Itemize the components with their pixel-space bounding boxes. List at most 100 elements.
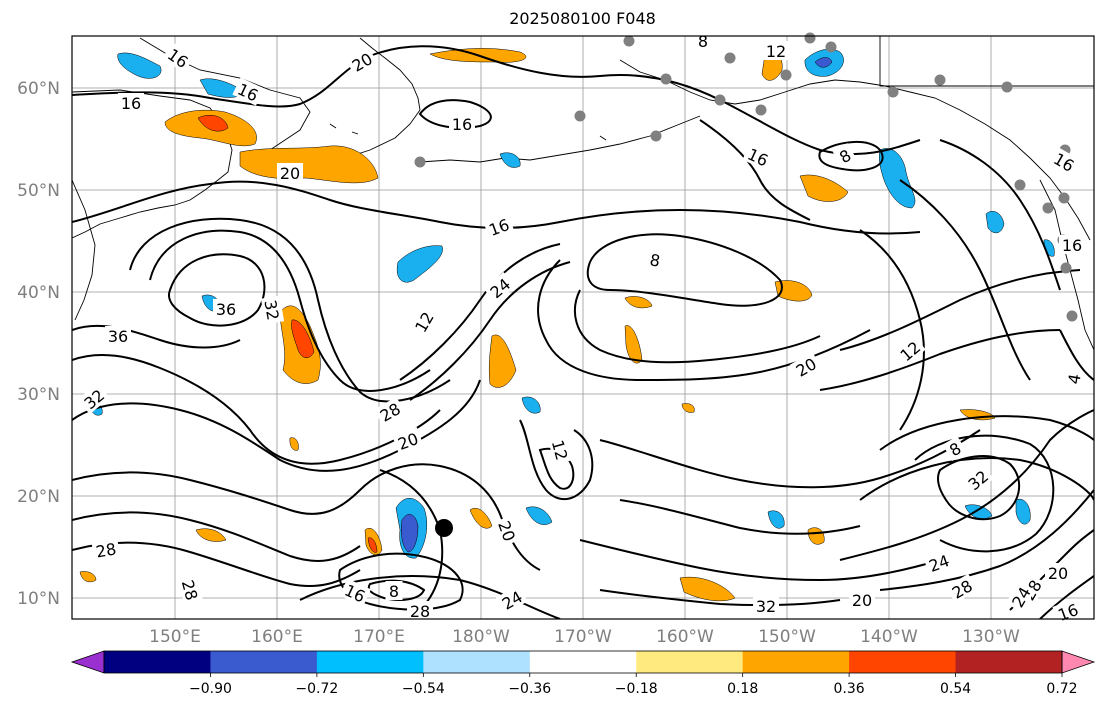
contour-label-group: 16	[339, 578, 372, 607]
contour-label-bg	[1005, 580, 1036, 613]
neg-blob	[396, 245, 443, 283]
contour-label: 16	[1062, 236, 1082, 255]
colorbar-tick-label: 0.36	[834, 681, 865, 697]
contour-line	[879, 415, 1094, 451]
station-dot	[887, 86, 899, 98]
latitude-label: 50°N	[17, 181, 60, 201]
station-dot	[1066, 310, 1078, 322]
pos-core	[291, 319, 315, 358]
colorbar-frame	[103, 650, 1063, 674]
graticule	[72, 36, 1094, 619]
contour-line	[1039, 575, 1094, 619]
contour-line	[72, 541, 361, 588]
colorbar-tick-label: 0.72	[1046, 681, 1077, 697]
neg-core	[814, 57, 833, 68]
contour-label-bg	[162, 42, 195, 73]
contour-line	[599, 429, 981, 489]
pos-blob	[195, 528, 227, 542]
contour-line	[899, 179, 1031, 381]
longitude-label: 160°E	[251, 627, 303, 647]
contour-label-bg	[339, 578, 372, 607]
contour-label: 20	[280, 164, 300, 183]
contour-label: 32	[756, 597, 776, 616]
contour-label-group: 20	[1045, 563, 1071, 583]
colorbar-extend-low	[70, 650, 105, 674]
colorbar-tick-label: −0.90	[189, 681, 232, 697]
colorbar-extend-high	[1061, 650, 1096, 674]
contour-line	[519, 419, 594, 500]
colorbar-swatch	[210, 651, 318, 673]
contour-label: 4	[1064, 372, 1084, 385]
contour-label: 28	[410, 602, 430, 621]
contour-label-bg	[260, 295, 285, 325]
contour-line	[619, 499, 861, 535]
contour-label-bg	[77, 382, 110, 415]
contour-label-bg	[849, 590, 875, 609]
station-dot	[755, 104, 767, 116]
latitude-label: 10°N	[17, 589, 60, 609]
contour-label-group: 8	[645, 248, 666, 271]
contour-label-bg	[763, 41, 789, 60]
contour-label-group: 24	[1005, 580, 1036, 613]
pos-blob	[289, 437, 299, 451]
station-dot	[724, 52, 736, 64]
colorbar-swatch	[636, 651, 744, 673]
colorbar-tick-label: −0.18	[615, 681, 658, 697]
contour-label-bg	[483, 271, 516, 304]
contour-label: 28	[178, 578, 202, 603]
contour-label-bg	[277, 163, 303, 182]
colorbar-tick-label: −0.54	[402, 681, 445, 697]
contour-label-group: 8	[832, 143, 857, 169]
contour-label-bg	[1062, 368, 1085, 389]
contour-label-group: 12	[548, 434, 574, 465]
contour-line	[914, 434, 1055, 553]
contour-line	[859, 229, 925, 431]
longitude-label: 170°E	[353, 627, 405, 647]
contour-line	[839, 409, 1094, 561]
contour-label-group: 20	[849, 590, 875, 610]
colorbar-swatch	[742, 651, 850, 673]
neg-core	[401, 514, 419, 553]
contour-label-bg	[373, 396, 406, 427]
chart-title: 2025080100 F048	[509, 9, 656, 28]
contour-label-bg	[893, 334, 926, 367]
contour-label-bg	[408, 305, 439, 338]
contour-label: 16	[121, 94, 141, 113]
contour-label-bg	[1045, 563, 1071, 582]
station-dot	[623, 35, 635, 47]
contour-label-bg	[1048, 146, 1081, 177]
contour-label-group: 28	[407, 601, 433, 621]
contour-label: 36	[108, 327, 128, 346]
contour-label: 20	[852, 591, 872, 610]
station-dot	[934, 74, 946, 86]
contour-label-bg	[495, 584, 528, 615]
contour-label: 12	[548, 438, 572, 463]
station-dot	[780, 69, 792, 81]
station-dot	[1058, 192, 1070, 204]
longitude-label: 170°W	[554, 627, 612, 647]
pos-blob	[774, 280, 813, 302]
contour-label-bg	[1059, 235, 1085, 254]
contour-label-group: 16	[1059, 235, 1085, 255]
contour-label-bg	[494, 515, 521, 547]
longitude-label: 150°E	[149, 627, 201, 647]
pos-blob	[79, 571, 97, 583]
colorbar-tick-label: −0.72	[295, 681, 338, 697]
contour-label-bg	[1052, 598, 1084, 625]
pos-blob	[679, 576, 736, 602]
neg-blob	[521, 396, 541, 414]
neg-blob	[878, 148, 916, 209]
contour-line	[72, 511, 361, 562]
contour-label: 8	[389, 582, 399, 601]
contour-label-bg	[483, 213, 515, 240]
contour-label-bg	[742, 142, 775, 171]
station-dots	[414, 32, 1078, 322]
contour-label-group: 4	[1062, 368, 1085, 389]
kamchatka-coast	[72, 89, 233, 239]
neg-blob	[985, 211, 1005, 234]
contours	[72, 45, 1094, 619]
station-dot	[1014, 179, 1026, 191]
contour-line	[839, 269, 1081, 351]
contour-line	[409, 261, 571, 401]
station-dot	[660, 73, 672, 85]
